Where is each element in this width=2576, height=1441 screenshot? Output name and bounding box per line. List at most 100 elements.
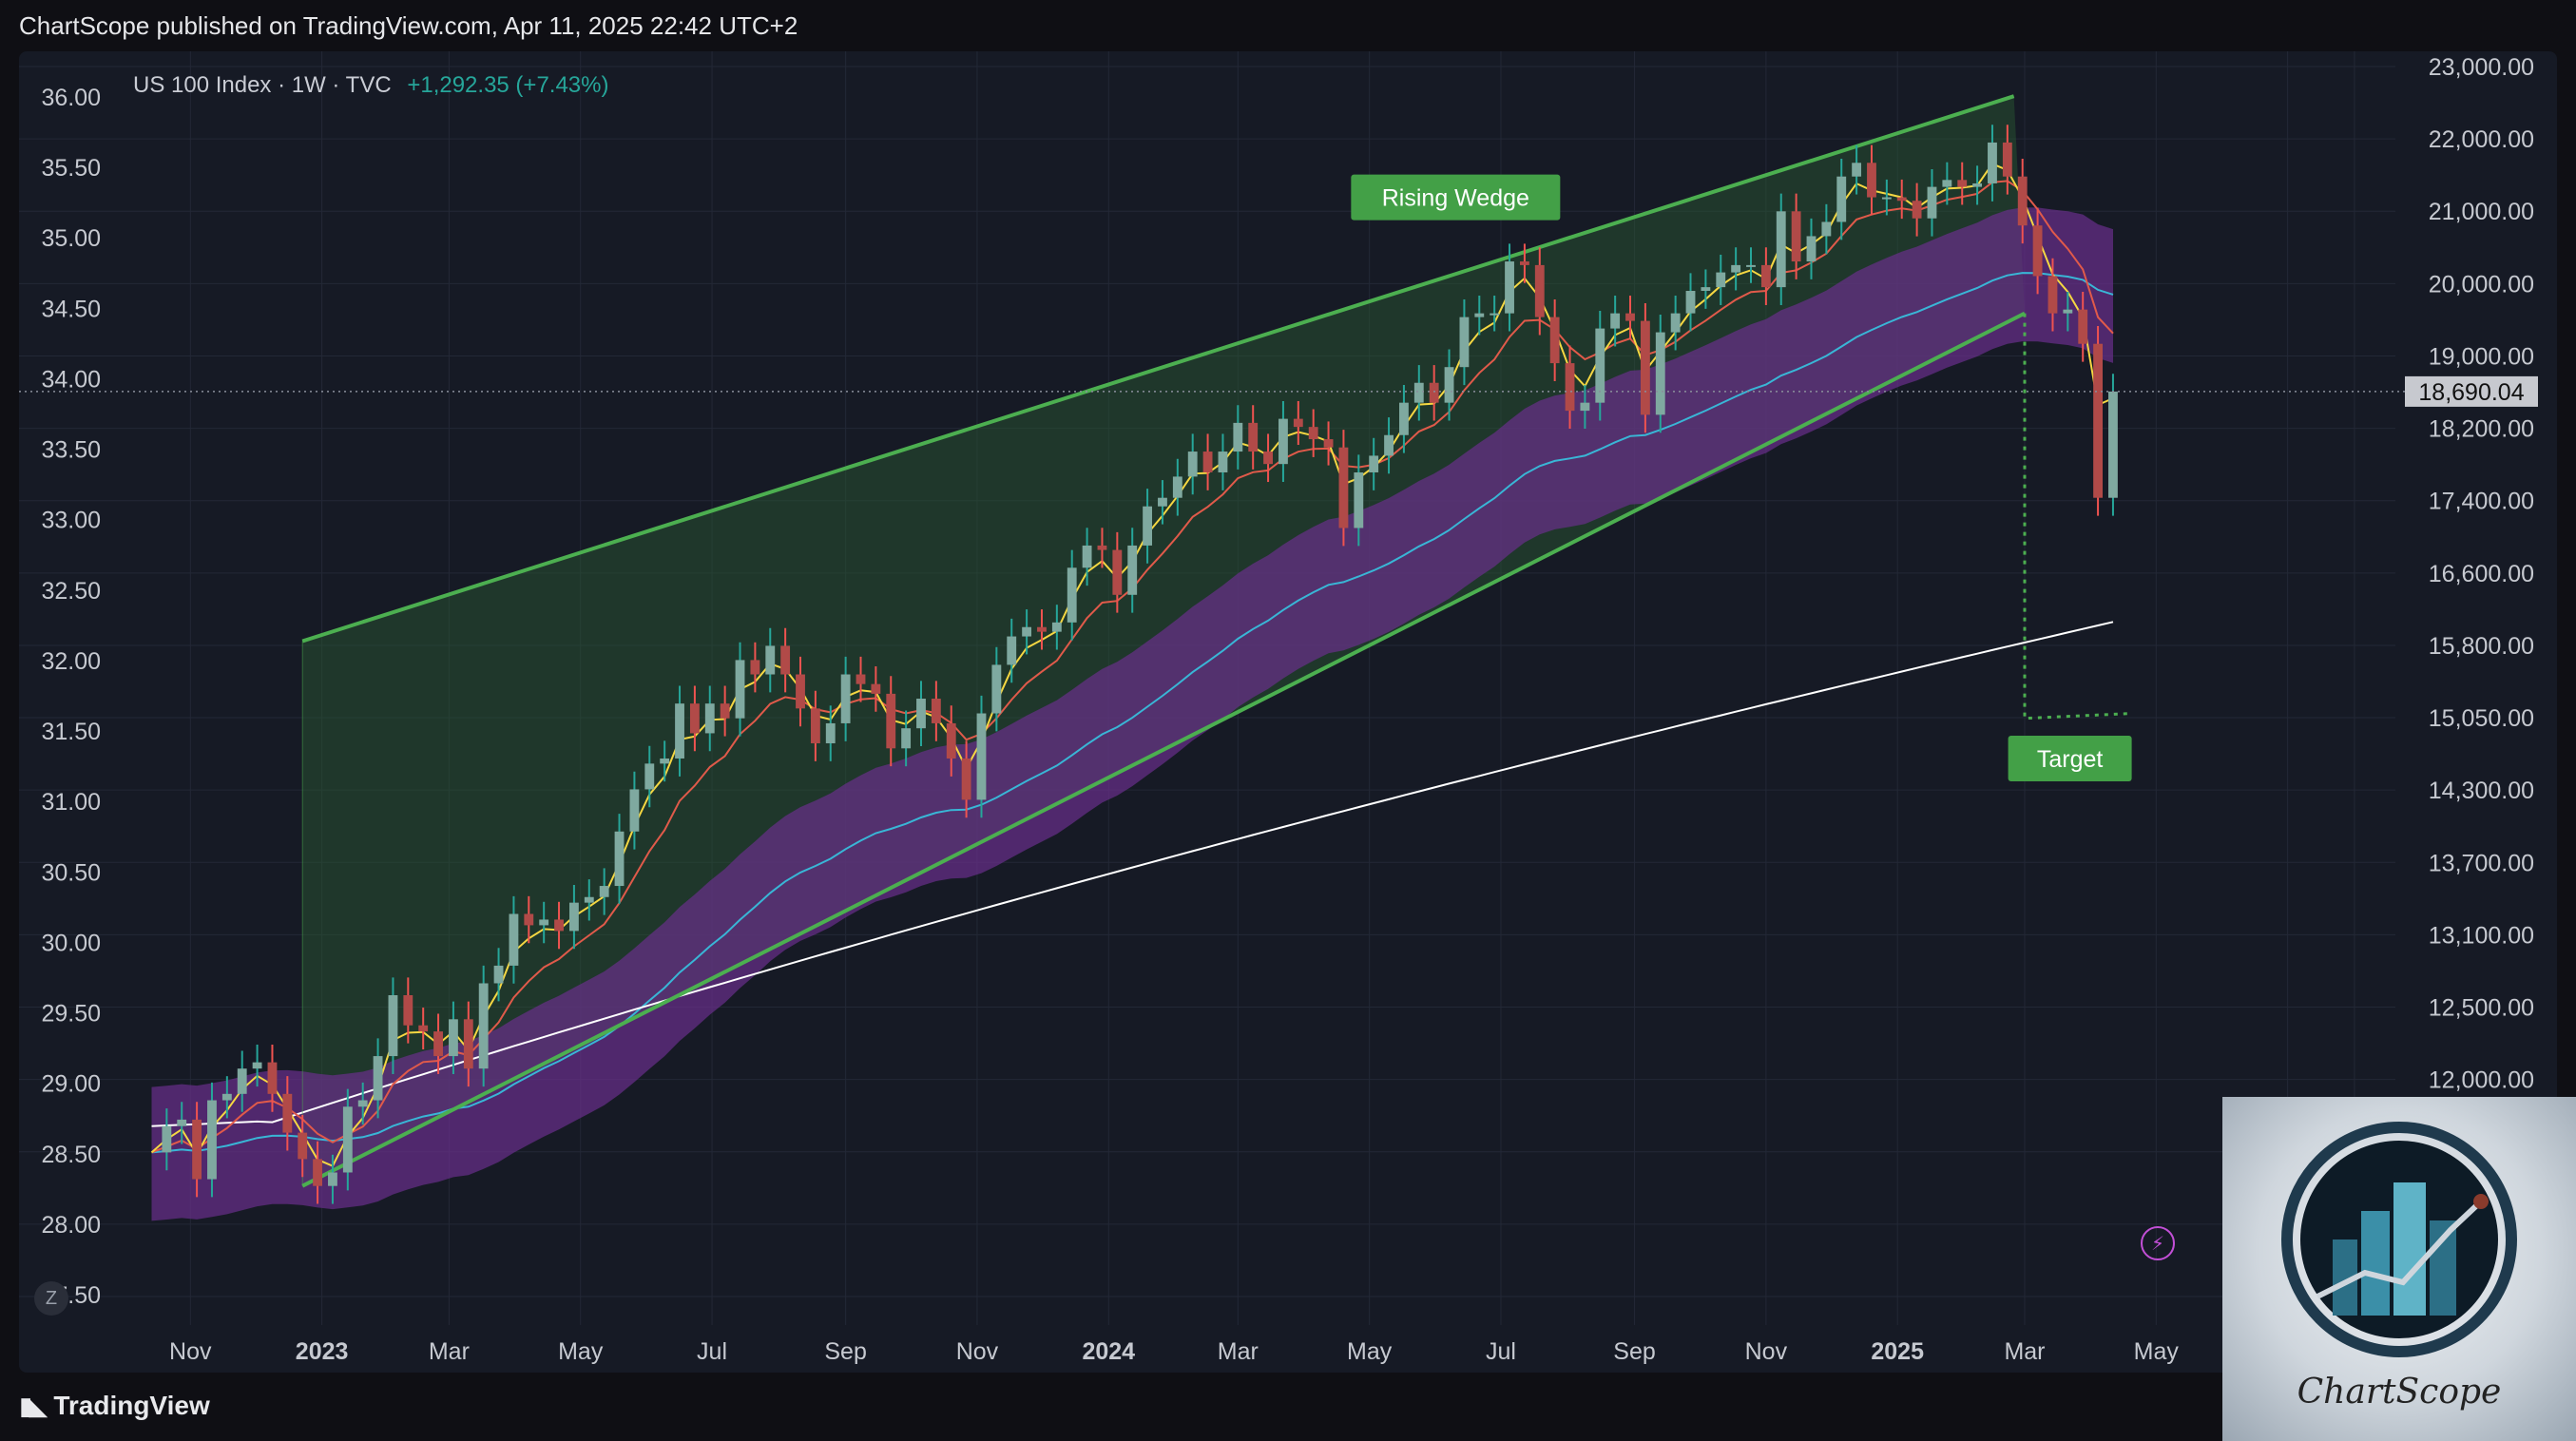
wedge-upper-line [301,94,2015,644]
candle-body [1338,447,1349,528]
candle-body [449,1019,458,1057]
candle-body [1685,291,1696,314]
candle-body [2032,225,2043,277]
candle-body [765,645,776,675]
candle-body [1007,636,1017,665]
candle-body [267,1062,278,1094]
y-left-tick-label: 32.00 [41,648,101,675]
candle-body [1127,545,1138,595]
tradingview-logo-icon: ▮◣ [19,1391,48,1420]
candle-body [177,1119,187,1126]
candle-body [840,674,851,723]
candle-body [1746,264,1756,267]
candle-body [1957,180,1968,187]
candle-body [162,1125,172,1153]
candle-body [1490,313,1500,316]
candle-body [1505,261,1514,314]
candle-body [237,1068,247,1094]
candle-body [1580,402,1590,412]
candle-body [1323,439,1334,448]
x-tick-label: Mar [429,1338,470,1365]
candle-body [735,660,745,719]
y-left-tick-label: 30.50 [41,859,101,886]
zoom-reset-button[interactable]: Z [34,1281,68,1316]
candle-body [1776,211,1786,288]
candle-body [2093,343,2103,498]
candle-body [599,886,609,897]
price-change: +1,292.35 (+7.43%) [407,72,609,98]
candle-body [1429,382,1439,403]
candle-body [780,645,791,675]
y-right-tick-label: 12,000.00 [2429,1067,2534,1094]
y-right-tick-label: 19,000.00 [2429,343,2534,370]
candle-body [1912,201,1922,219]
candle-body [1670,313,1681,333]
y-left-tick-label: 29.50 [41,1001,101,1028]
candle-body [2063,309,2073,314]
candle-body [403,994,413,1026]
y-left-tick-label: 35.00 [41,225,101,252]
candle-body [1354,471,1364,528]
candle-body [1549,317,1560,364]
candle-body [282,1093,293,1133]
symbol-legend: US 100 Index · 1W · TVC +1,292.35 (+7.43… [133,72,608,99]
candle-body [1655,332,1665,415]
candle-body [1051,622,1062,632]
candle-body [871,683,881,694]
candle-body [1278,418,1288,465]
candle-body [1158,497,1167,507]
candle-body [1565,363,1575,412]
x-tick-label: 2023 [296,1338,349,1365]
candle-body [207,1100,217,1180]
candle-body [328,1172,337,1186]
y-left-tick-label: 34.50 [41,296,101,322]
candle-body [1791,211,1801,262]
candle-body [796,674,805,709]
candle-body [720,703,730,719]
tradingview-logo[interactable]: ▮◣ TradingView [19,1391,210,1421]
candle-body [991,664,1002,714]
sma-long-line [151,621,2114,1127]
x-tick-label: May [2134,1338,2180,1365]
candle-body [1172,476,1182,498]
x-tick-label: Nov [169,1338,212,1365]
city-chart-logo [2281,1122,2517,1357]
candle-body [192,1119,202,1180]
candle-body [810,708,820,743]
candle-body [1534,264,1545,317]
y-right-tick-label: 17,400.00 [2429,489,2534,515]
candle-body [1399,402,1409,435]
candle-body [252,1062,262,1069]
y-left-tick-label: 35.50 [41,155,101,182]
y-left-tick-label: 31.50 [41,719,101,745]
annotation-box [2008,735,2132,781]
chartscope-watermark-text: ChartScope [2297,1373,2502,1412]
ema-band [151,207,2113,1221]
candle-body [298,1132,308,1160]
candle-body [1474,313,1485,317]
y-left-tick-label: 33.00 [41,508,101,534]
x-tick-label: Nov [956,1338,999,1365]
candle-body [1369,455,1379,472]
candle-body [1082,545,1092,568]
last-price-badge [2405,375,2538,407]
candle-body [2047,276,2058,314]
candle-body [433,1031,443,1057]
candle-body [675,703,684,759]
chart-panel[interactable]: Nov 2023 Mar May Jul Sep Nov 2024 Mar May Jul Sep No… [19,51,2557,1373]
price-chart[interactable]: Nov 2023 Mar May Jul Sep Nov 2024 Mar May Jul Sep No… [19,51,2557,1373]
candle-body [916,699,926,729]
y-left-tick-label: 31.00 [41,789,101,816]
y-right-tick-label: 22,000.00 [2429,126,2534,153]
bolt-icon[interactable]: ⚡ [2141,1226,2175,1260]
candle-body [1248,422,1259,452]
candle-body [1067,567,1077,623]
tradingview-brand: TradingView [53,1391,210,1420]
ema-slow-line [151,272,2114,1154]
y-left-tick-label: 33.50 [41,437,101,464]
y-right-tick-label: 13,100.00 [2429,922,2534,949]
candle-body [1806,236,1817,262]
candle-body [1836,176,1847,222]
candle-body [1731,264,1741,273]
x-tick-label: Mar [1218,1338,1259,1365]
